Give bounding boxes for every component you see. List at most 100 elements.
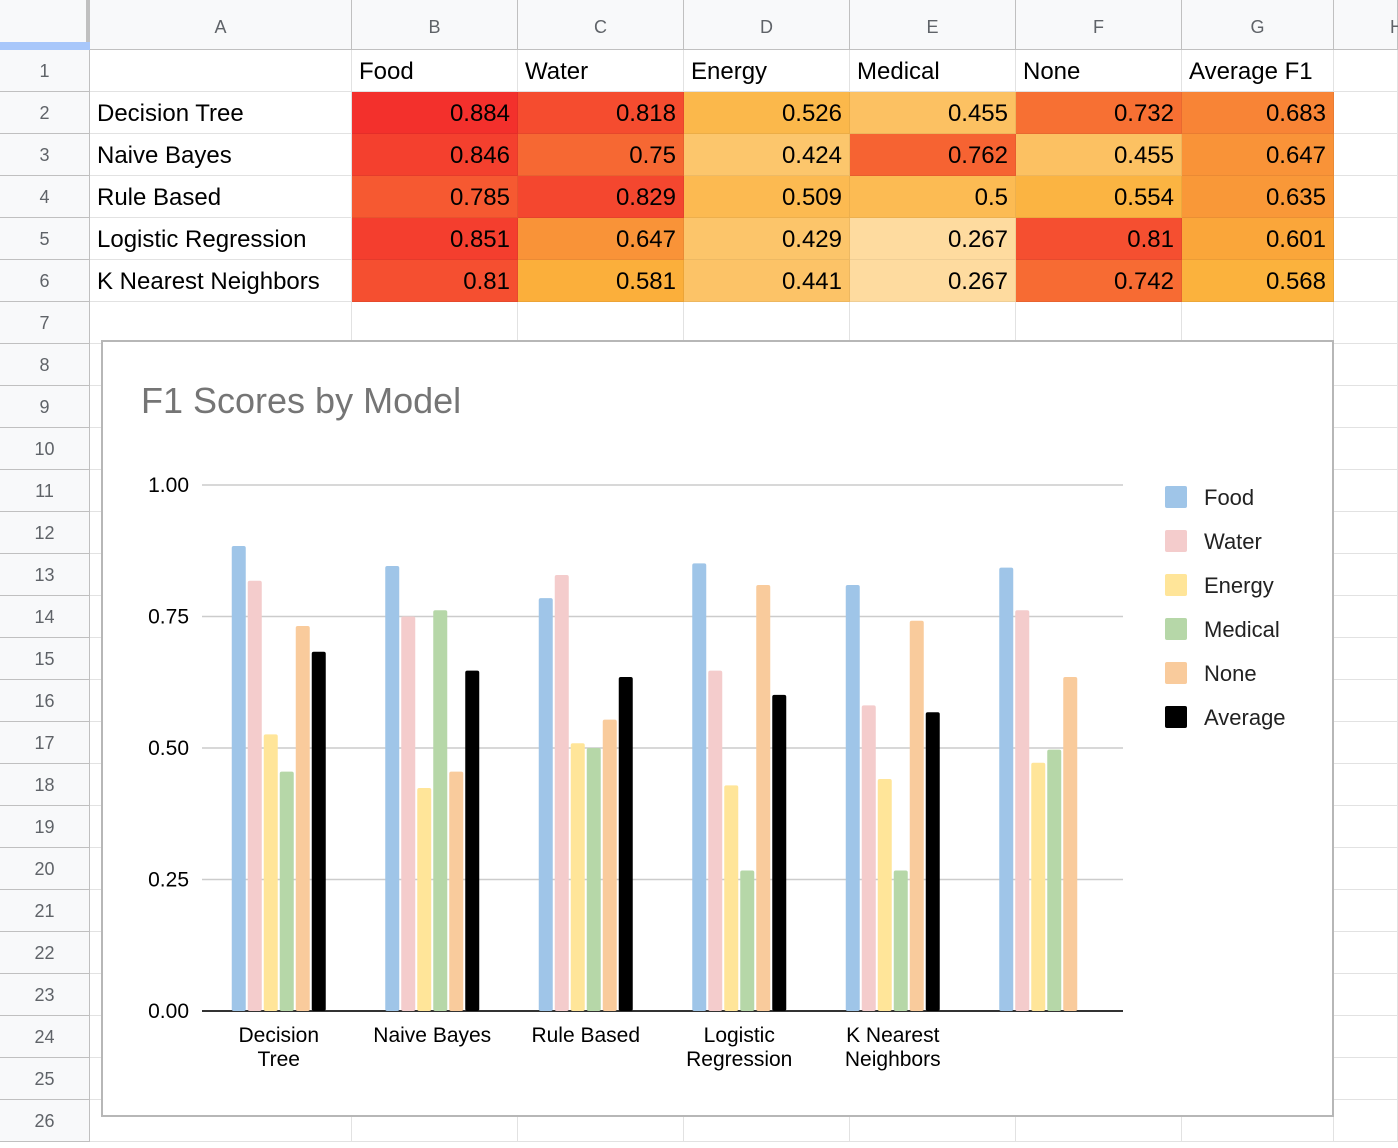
score-cell[interactable]: 0.851: [352, 218, 518, 260]
empty-cell[interactable]: [1334, 218, 1398, 260]
empty-cell[interactable]: [1334, 974, 1398, 1016]
empty-cell[interactable]: [1334, 50, 1398, 92]
empty-cell[interactable]: [1016, 302, 1182, 344]
empty-cell[interactable]: [1334, 260, 1398, 302]
column-header-g[interactable]: G: [1182, 0, 1334, 50]
score-cell[interactable]: 0.267: [850, 260, 1016, 302]
empty-cell[interactable]: [684, 302, 850, 344]
score-cell[interactable]: 0.509: [684, 176, 850, 218]
empty-cell[interactable]: [1334, 1016, 1398, 1058]
score-cell[interactable]: 0.785: [352, 176, 518, 218]
score-cell[interactable]: 0.81: [352, 260, 518, 302]
column-header-d[interactable]: D: [684, 0, 850, 50]
score-cell[interactable]: 0.846: [352, 134, 518, 176]
row-header-8[interactable]: 8: [0, 344, 90, 386]
row-header-10[interactable]: 10: [0, 428, 90, 470]
column-header-f[interactable]: F: [1016, 0, 1182, 50]
score-cell[interactable]: 0.829: [518, 176, 684, 218]
score-cell[interactable]: 0.647: [518, 218, 684, 260]
column-header-c[interactable]: C: [518, 0, 684, 50]
empty-cell[interactable]: [684, 1100, 850, 1142]
model-name-cell[interactable]: K Nearest Neighbors: [90, 260, 352, 302]
empty-cell[interactable]: [90, 1100, 352, 1142]
empty-cell[interactable]: [1334, 134, 1398, 176]
model-name-cell[interactable]: Rule Based: [90, 176, 352, 218]
column-header-e[interactable]: E: [850, 0, 1016, 50]
empty-cell[interactable]: [1334, 344, 1398, 386]
empty-cell[interactable]: [1016, 1100, 1182, 1142]
score-cell[interactable]: 0.81: [1016, 218, 1182, 260]
row-header-2[interactable]: 2: [0, 92, 90, 134]
empty-cell[interactable]: [1182, 1100, 1334, 1142]
column-header-h[interactable]: H: [1334, 0, 1398, 50]
row-header-20[interactable]: 20: [0, 848, 90, 890]
score-cell[interactable]: 0.762: [850, 134, 1016, 176]
row-header-25[interactable]: 25: [0, 1058, 90, 1100]
row-header-14[interactable]: 14: [0, 596, 90, 638]
row-header-17[interactable]: 17: [0, 722, 90, 764]
header-cell-energy[interactable]: Energy: [684, 50, 850, 92]
embedded-chart[interactable]: F1 Scores by Model 0.00 0.25 0.50 0.75 1.00 De…: [101, 340, 1334, 1117]
row-header-16[interactable]: 16: [0, 680, 90, 722]
score-cell[interactable]: 0.884: [352, 92, 518, 134]
score-cell[interactable]: 0.75: [518, 134, 684, 176]
model-name-cell[interactable]: Decision Tree: [90, 92, 352, 134]
empty-cell[interactable]: [1334, 1058, 1398, 1100]
row-header-7[interactable]: 7: [0, 302, 90, 344]
row-header-15[interactable]: 15: [0, 638, 90, 680]
score-cell[interactable]: 0.424: [684, 134, 850, 176]
score-cell[interactable]: 0.683: [1182, 92, 1334, 134]
empty-cell[interactable]: [1334, 848, 1398, 890]
score-cell[interactable]: 0.568: [1182, 260, 1334, 302]
row-header-6[interactable]: 6: [0, 260, 90, 302]
empty-cell[interactable]: [1334, 890, 1398, 932]
header-cell-none[interactable]: None: [1016, 50, 1182, 92]
score-cell[interactable]: 0.647: [1182, 134, 1334, 176]
row-header-11[interactable]: 11: [0, 470, 90, 512]
empty-cell[interactable]: [1334, 680, 1398, 722]
empty-cell[interactable]: [352, 1100, 518, 1142]
row-header-5[interactable]: 5: [0, 218, 90, 260]
score-cell[interactable]: 0.742: [1016, 260, 1182, 302]
score-cell[interactable]: 0.732: [1016, 92, 1182, 134]
header-cell-food[interactable]: Food: [352, 50, 518, 92]
empty-cell[interactable]: [518, 1100, 684, 1142]
score-cell[interactable]: 0.554: [1016, 176, 1182, 218]
row-header-3[interactable]: 3: [0, 134, 90, 176]
empty-cell[interactable]: [1334, 638, 1398, 680]
score-cell[interactable]: 0.526: [684, 92, 850, 134]
score-cell[interactable]: 0.441: [684, 260, 850, 302]
empty-cell[interactable]: [1334, 764, 1398, 806]
score-cell[interactable]: 0.455: [850, 92, 1016, 134]
row-header-26[interactable]: 26: [0, 1100, 90, 1142]
header-cell-water[interactable]: Water: [518, 50, 684, 92]
score-cell[interactable]: 0.581: [518, 260, 684, 302]
row-header-1[interactable]: 1: [0, 50, 90, 92]
row-header-21[interactable]: 21: [0, 890, 90, 932]
score-cell[interactable]: 0.601: [1182, 218, 1334, 260]
model-name-cell[interactable]: Naive Bayes: [90, 134, 352, 176]
empty-cell[interactable]: [1334, 428, 1398, 470]
empty-cell[interactable]: [1334, 176, 1398, 218]
score-cell[interactable]: 0.455: [1016, 134, 1182, 176]
empty-cell[interactable]: [1334, 470, 1398, 512]
score-cell[interactable]: 0.635: [1182, 176, 1334, 218]
empty-cell[interactable]: [1334, 1100, 1398, 1142]
empty-cell[interactable]: [850, 1100, 1016, 1142]
empty-cell[interactable]: [1334, 512, 1398, 554]
empty-cell[interactable]: [850, 302, 1016, 344]
score-cell[interactable]: 0.818: [518, 92, 684, 134]
empty-cell[interactable]: [1334, 806, 1398, 848]
column-header-b[interactable]: B: [352, 0, 518, 50]
empty-cell[interactable]: [90, 302, 352, 344]
row-header-18[interactable]: 18: [0, 764, 90, 806]
row-header-24[interactable]: 24: [0, 1016, 90, 1058]
empty-cell[interactable]: [518, 302, 684, 344]
row-header-9[interactable]: 9: [0, 386, 90, 428]
row-header-4[interactable]: 4: [0, 176, 90, 218]
empty-cell[interactable]: [1334, 722, 1398, 764]
empty-cell[interactable]: [1182, 302, 1334, 344]
model-name-cell[interactable]: Logistic Regression: [90, 218, 352, 260]
column-header-a[interactable]: A: [90, 0, 352, 50]
score-cell[interactable]: 0.429: [684, 218, 850, 260]
